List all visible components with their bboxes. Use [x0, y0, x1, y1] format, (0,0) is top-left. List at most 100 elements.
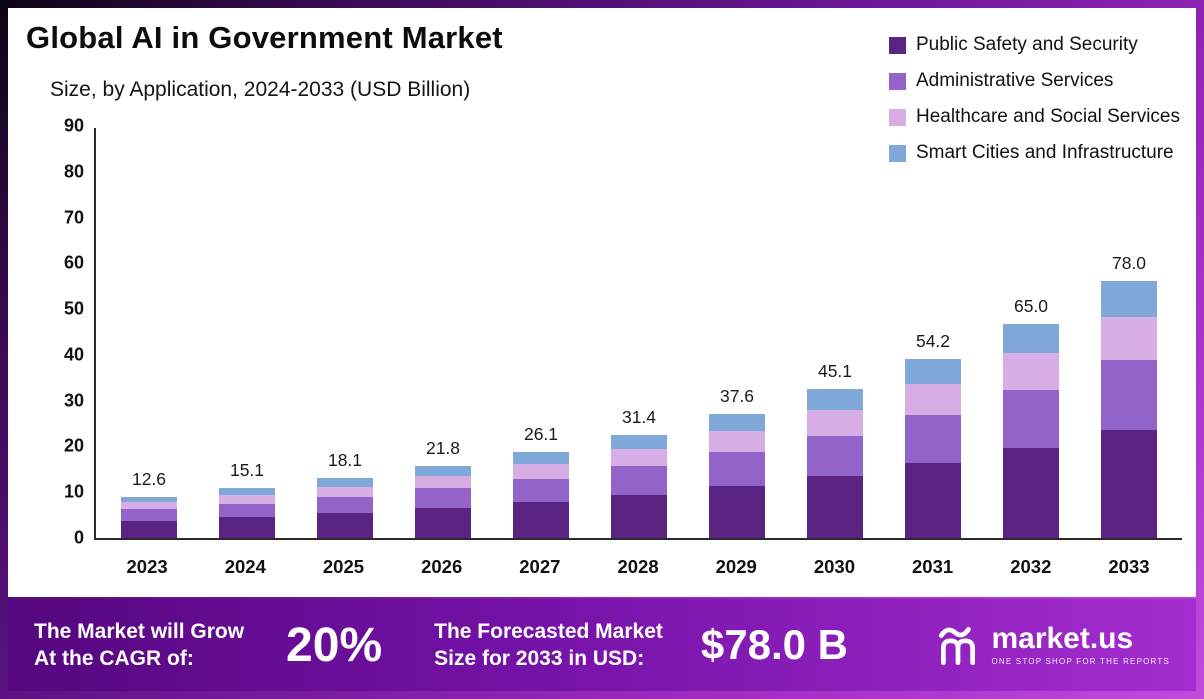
legend-item-administrative: Administrative Services [888, 70, 1180, 92]
bar-segment-smart-cities-and-infrastructure [121, 496, 177, 503]
legend-label: Healthcare and Social Services [915, 106, 1180, 127]
bar-segment-public-safety-and-security [905, 462, 961, 538]
bar-segment-public-safety-and-security [1101, 429, 1157, 538]
bar-segment-administrative-services [709, 452, 765, 486]
y-tick-label: 0 [73, 527, 84, 548]
y-tick-label: 80 [63, 161, 84, 182]
legend-label: Public Safety and Security [915, 34, 1138, 55]
bar-total-label: 12.6 [131, 468, 167, 489]
bar-stack [121, 496, 177, 538]
forecast-value: $78.0 B [700, 621, 848, 668]
bar-stack [513, 452, 569, 538]
cagr-label-line2: At the CAGR of: [34, 647, 194, 670]
y-tick-label: 30 [63, 390, 84, 411]
brand-name: market.us [991, 622, 1134, 655]
chart-title: Global AI in Government Market [26, 20, 503, 55]
legend-label: Smart Cities and Infrastructure [915, 142, 1174, 163]
bar-segment-smart-cities-and-infrastructure [1101, 280, 1157, 317]
x-axis-labels: 2023 2024 2025 2026 2027 2028 2029 2030 2031 2032… [94, 556, 1182, 578]
stacked-bar-chart: 12.6 15.1 18.1 21.8 26.1 31.4 37.6 45.1 54.2 65.0… [64, 116, 1182, 548]
y-tick-label: 40 [63, 344, 84, 365]
y-tick-label: 70 [63, 207, 84, 228]
y-tick-label: 50 [63, 298, 84, 319]
bar-stack [1003, 323, 1059, 538]
bar-segment-administrative-services [219, 503, 275, 518]
bars-row: 12.6 15.1 18.1 21.8 26.1 31.4 37.6 45.1 54.2 65.0… [96, 128, 1182, 538]
bar-segment-healthcare-and-social-services [415, 476, 471, 489]
forecast-label: The Forecasted Market Size for 2033 in U… [434, 618, 663, 673]
bar-segment-public-safety-and-security [709, 485, 765, 538]
x-tick-label: 2031 [912, 556, 954, 577]
bar-stack [611, 434, 667, 538]
bar-segment-public-safety-and-security [121, 520, 177, 538]
bar-segment-smart-cities-and-infrastructure [1003, 323, 1059, 354]
x-tick-label: 2023 [126, 556, 168, 577]
bar-segment-public-safety-and-security [807, 475, 863, 538]
bar-group-2033: 78.0 [1080, 128, 1178, 538]
legend-swatch-administrative-icon [888, 72, 906, 90]
y-tick-label: 20 [63, 435, 84, 456]
bar-stack [709, 414, 765, 538]
chart-subtitle: Size, by Application, 2024-2033 (USD Bil… [50, 78, 471, 101]
bar-segment-public-safety-and-security [513, 501, 569, 538]
bar-segment-healthcare-and-social-services [513, 464, 569, 479]
bar-segment-public-safety-and-security [1003, 448, 1059, 538]
bar-stack [415, 466, 471, 538]
x-tick-label: 2032 [1010, 556, 1052, 577]
legend-swatch-public-safety-icon [888, 36, 906, 54]
bar-stack [905, 359, 961, 538]
cagr-label-line1: The Market will Grow [34, 619, 245, 643]
bar-segment-administrative-services [121, 509, 177, 521]
bar-total-label: 37.6 [719, 386, 755, 407]
bar-segment-smart-cities-and-infrastructure [415, 466, 471, 477]
brand-logo-block: market.us ONE STOP SHOP FOR THE REPORTS [935, 622, 1170, 668]
bar-segment-public-safety-and-security [611, 494, 667, 538]
y-tick-label: 90 [63, 115, 84, 136]
y-tick-label: 10 [63, 481, 84, 502]
bar-segment-healthcare-and-social-services [905, 384, 961, 415]
bar-group-2030: 45.1 [786, 128, 884, 538]
bar-segment-smart-cities-and-infrastructure [807, 389, 863, 411]
legend-item-smart-cities: Smart Cities and Infrastructure [888, 142, 1180, 164]
bar-total-label: 31.4 [621, 406, 657, 427]
bar-stack [317, 478, 373, 538]
bar-total-label: 54.2 [915, 331, 951, 352]
bar-segment-public-safety-and-security [219, 517, 275, 538]
bar-group-2023: 12.6 [100, 128, 198, 538]
bar-stack [219, 488, 275, 538]
forecast-label-line1: The Forecasted Market [434, 619, 663, 643]
bar-segment-healthcare-and-social-services [1003, 353, 1059, 391]
x-tick-label: 2029 [715, 556, 757, 577]
bar-total-label: 45.1 [817, 361, 853, 382]
x-tick-label: 2025 [322, 556, 365, 577]
bar-segment-smart-cities-and-infrastructure [905, 359, 961, 385]
bar-total-label: 21.8 [425, 438, 461, 459]
legend-item-public-safety: Public Safety and Security [888, 34, 1180, 56]
footer-banner: The Market will Grow At the CAGR of: 20%… [8, 599, 1196, 691]
bar-segment-smart-cities-and-infrastructure [611, 434, 667, 450]
bar-stack [807, 389, 863, 538]
bar-segment-administrative-services [1101, 360, 1157, 430]
bar-segment-healthcare-and-social-services [1101, 316, 1157, 361]
bar-segment-administrative-services [611, 466, 667, 495]
bar-total-label: 26.1 [523, 424, 559, 444]
bar-group-2026: 21.8 [394, 128, 492, 538]
bar-segment-healthcare-and-social-services [611, 449, 667, 467]
forecast-label-line2: Size for 2033 in USD: [434, 647, 645, 670]
bar-segment-healthcare-and-social-services [317, 486, 373, 497]
bar-segment-smart-cities-and-infrastructure [513, 452, 569, 465]
bar-total-label: 65.0 [1013, 295, 1049, 316]
brand-tagline: ONE STOP SHOP FOR THE REPORTS [991, 657, 1170, 666]
brand-text: market.us ONE STOP SHOP FOR THE REPORTS [991, 624, 1170, 666]
bar-segment-healthcare-and-social-services [219, 495, 275, 504]
bar-segment-administrative-services [415, 488, 471, 508]
bar-group-2029: 37.6 [688, 128, 786, 538]
bar-segment-public-safety-and-security [317, 512, 373, 538]
legend: Public Safety and Security Administrativ… [888, 34, 1180, 164]
bar-group-2027: 26.1 [492, 128, 590, 538]
bar-segment-smart-cities-and-infrastructure [709, 414, 765, 432]
cagr-value: 20% [286, 618, 383, 672]
bar-segment-healthcare-and-social-services [709, 431, 765, 453]
bar-segment-administrative-services [513, 478, 569, 502]
